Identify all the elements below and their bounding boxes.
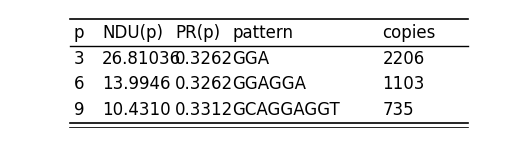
Text: 6: 6 xyxy=(73,75,84,93)
Text: 0.3312: 0.3312 xyxy=(175,101,233,119)
Text: 2206: 2206 xyxy=(383,50,424,68)
Text: 0.3262: 0.3262 xyxy=(175,75,233,93)
Text: 735: 735 xyxy=(383,101,414,119)
Text: 3: 3 xyxy=(73,50,84,68)
Text: GGA: GGA xyxy=(232,50,269,68)
Text: 1103: 1103 xyxy=(383,75,424,93)
Text: pattern: pattern xyxy=(232,24,293,42)
Text: copies: copies xyxy=(383,24,435,42)
Text: 0.3262: 0.3262 xyxy=(175,50,233,68)
Text: PR(p): PR(p) xyxy=(175,24,220,42)
Text: 10.4310: 10.4310 xyxy=(102,101,171,119)
Text: 26.81036: 26.81036 xyxy=(102,50,181,68)
Text: NDU(p): NDU(p) xyxy=(102,24,163,42)
Text: GGAGGA: GGAGGA xyxy=(232,75,306,93)
Text: p: p xyxy=(73,24,84,42)
Text: 9: 9 xyxy=(73,101,84,119)
Text: GCAGGAGGT: GCAGGAGGT xyxy=(232,101,340,119)
Text: 13.9946: 13.9946 xyxy=(102,75,170,93)
